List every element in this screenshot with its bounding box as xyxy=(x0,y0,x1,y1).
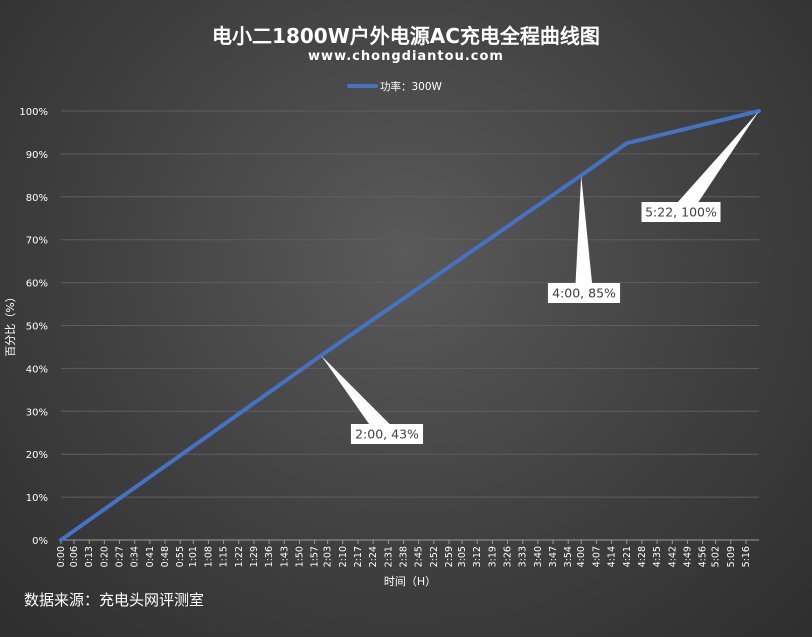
x-tick-label: 2:59 xyxy=(444,546,455,567)
x-tick-label: 4:56 xyxy=(698,546,709,567)
x-tick-label: 0:41 xyxy=(145,546,156,567)
x-tick-label: 3:47 xyxy=(548,546,559,567)
x-tick-label: 2:38 xyxy=(398,546,409,567)
y-tick-label: 90% xyxy=(26,150,48,161)
annotation-box xyxy=(641,202,721,222)
y-tick-label: 50% xyxy=(26,322,48,333)
y-tick-label: 80% xyxy=(26,193,48,204)
annotation-pointer xyxy=(673,111,759,218)
x-tick-label: 3:05 xyxy=(457,546,468,567)
annotation-label: 2:00, 43% xyxy=(355,427,419,442)
x-tick-label: 4:49 xyxy=(682,546,693,567)
x-tick-label: 4:42 xyxy=(667,546,678,567)
legend-label: 功率：300W xyxy=(380,80,443,93)
x-tick-label: 2:17 xyxy=(353,546,364,567)
x-tick-label: 4:00 xyxy=(576,546,587,567)
y-tick-label: 100% xyxy=(19,107,48,118)
x-tick-label: 5:09 xyxy=(726,546,737,567)
y-axis-title: 百分比（%） xyxy=(4,291,17,356)
x-tick-label: 1:29 xyxy=(249,546,260,567)
x-tick-label: 1:57 xyxy=(310,546,321,567)
x-tick-label: 2:03 xyxy=(323,546,334,567)
x-tick-label: 1:01 xyxy=(188,546,199,567)
x-tick-label: 1:36 xyxy=(264,546,275,567)
y-tick-label: 60% xyxy=(26,279,48,290)
x-tick-label: 0:27 xyxy=(115,546,126,567)
annotation-box xyxy=(547,283,621,303)
x-tick-label: 2:24 xyxy=(368,546,379,567)
annotation-pointer xyxy=(321,355,394,440)
x-tick-label: 0:06 xyxy=(69,546,80,567)
x-tick-label: 2:10 xyxy=(338,546,349,567)
x-tick-label: 0:00 xyxy=(56,546,67,567)
x-tick-label: 4:14 xyxy=(607,546,618,567)
y-tick-label: 0% xyxy=(32,536,48,547)
x-tick-label: 3:26 xyxy=(503,546,514,567)
x-tick-label: 2:31 xyxy=(383,546,394,567)
chart-subtitle: www.chongdiantou.com xyxy=(308,49,504,64)
y-tick-label: 40% xyxy=(26,364,48,375)
x-axis-title: 时间（H） xyxy=(384,575,436,588)
y-tick-label: 30% xyxy=(26,407,48,418)
x-tick-label: 4:07 xyxy=(591,546,602,567)
x-tick-label: 4:35 xyxy=(652,546,663,567)
x-tick-label: 1:43 xyxy=(279,546,290,567)
annotation-label: 4:00, 85% xyxy=(552,286,616,301)
x-tick-label: 5:02 xyxy=(711,546,722,567)
x-tick-label: 3:33 xyxy=(518,546,529,567)
x-tick-label: 1:15 xyxy=(219,546,230,567)
y-tick-label: 20% xyxy=(26,450,48,461)
x-tick-label: 3:12 xyxy=(472,546,483,567)
x-tick-label: 2:52 xyxy=(429,546,440,567)
x-tick-label: 0:13 xyxy=(84,546,95,567)
x-tick-label: 1:22 xyxy=(234,546,245,567)
y-tick-label: 70% xyxy=(26,236,48,247)
x-tick-label: 5:16 xyxy=(741,546,752,567)
chart-title: 电小二1800W户外电源AC充电全程曲线图 xyxy=(212,24,600,48)
annotation-label: 5:22, 100% xyxy=(645,205,717,220)
annotation-pointer xyxy=(575,175,593,294)
x-tick-label: 0:20 xyxy=(99,546,110,567)
y-tick-label: 10% xyxy=(26,493,48,504)
x-tick-label: 3:19 xyxy=(487,546,498,567)
x-tick-label: 4:28 xyxy=(637,546,648,567)
x-tick-label: 2:45 xyxy=(414,546,425,567)
data-source-note: 数据来源：充电头网评测室 xyxy=(24,591,205,609)
x-tick-label: 1:08 xyxy=(203,546,214,567)
x-tick-label: 3:54 xyxy=(563,546,574,567)
x-tick-label: 4:21 xyxy=(622,546,633,567)
x-tick-label: 3:40 xyxy=(533,546,544,567)
x-tick-label: 0:48 xyxy=(160,546,171,567)
x-tick-label: 0:34 xyxy=(130,546,141,567)
x-tick-label: 0:55 xyxy=(175,546,186,567)
annotation-box xyxy=(350,424,424,444)
x-tick-label: 1:50 xyxy=(294,546,305,567)
